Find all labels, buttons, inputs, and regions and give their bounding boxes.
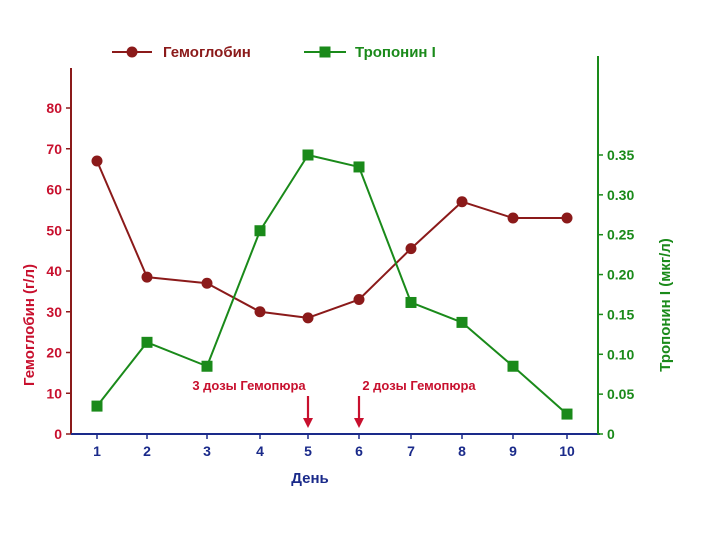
series-line-square: [96, 154, 568, 415]
left-tick-label: 10: [46, 385, 62, 401]
data-point-circle: [254, 306, 266, 318]
right-tick-label: 0.30: [607, 187, 634, 203]
data-point-circle: [561, 212, 573, 224]
annotation-label: 2 дозы Гемопюра: [362, 378, 476, 393]
x-tick-label: 7: [407, 443, 415, 459]
x-tick-label: 8: [458, 443, 466, 459]
data-point-square: [405, 296, 417, 308]
x-tick-label: 3: [203, 443, 211, 459]
data-point-circle: [201, 277, 213, 289]
right-tick-label: 0: [607, 426, 615, 442]
x-ticks: 1 2 3 4 5 6 7 8 9 10: [93, 434, 575, 459]
left-tick-label: 70: [46, 141, 62, 157]
right-tick-label: 0.10: [607, 346, 634, 362]
series-troponin: [91, 149, 573, 420]
data-point-square: [201, 360, 213, 372]
left-tick-label: 80: [46, 100, 62, 116]
x-tick-label: 6: [355, 443, 363, 459]
right-tick-label: 0.35: [607, 147, 634, 163]
right-tick-label: 0.20: [607, 267, 634, 283]
x-tick-label: 5: [304, 443, 312, 459]
legend: Гемоглобин Тропонин I: [112, 44, 436, 61]
data-point-square: [561, 408, 573, 420]
data-point-circle: [91, 155, 103, 167]
data-point-circle: [456, 196, 468, 208]
data-point-square: [302, 149, 314, 161]
annotation-arrow-head: [303, 418, 313, 428]
left-tick-label: 60: [46, 182, 62, 198]
x-tick-label: 4: [256, 443, 264, 459]
x-axis-title: День: [291, 470, 329, 487]
data-point-square: [353, 161, 365, 173]
data-point-circle: [353, 294, 365, 306]
x-tick-label: 10: [559, 443, 575, 459]
data-point-circle: [302, 312, 314, 324]
left-tick-label: 50: [46, 222, 62, 238]
y-axis-left-title: Гемоглобин (г/л): [21, 264, 38, 386]
left-tick-label: 40: [46, 263, 62, 279]
left-ticks: 0 10 20 30 40 50 60 70 80: [46, 100, 71, 442]
legend-marker-hemoglobin: [126, 46, 138, 58]
data-point-square: [141, 336, 153, 348]
x-tick-label: 1: [93, 443, 101, 459]
data-point-circle: [507, 212, 519, 224]
annotation-label: 3 дозы Гемопюра: [192, 378, 306, 393]
legend-label-hemoglobin: Гемоглобин: [163, 44, 251, 61]
x-tick-label: 2: [143, 443, 151, 459]
data-point-square: [456, 316, 468, 328]
left-tick-label: 20: [46, 345, 62, 361]
legend-label-troponin: Тропонин I: [355, 44, 436, 61]
data-point-square: [91, 400, 103, 412]
data-point-square: [254, 225, 266, 237]
left-tick-label: 0: [54, 426, 62, 442]
y-axis-right-title: Тропонин I (мкг/л): [657, 238, 674, 372]
right-tick-label: 0.15: [607, 306, 634, 322]
left-tick-label: 30: [46, 304, 62, 320]
right-tick-label: 0.25: [607, 227, 634, 243]
data-point-square: [507, 360, 519, 372]
annotations: 3 дозы Гемопюра 2 дозы Гемопюра: [192, 378, 476, 428]
legend-marker-troponin: [319, 46, 331, 58]
series-hemoglobin: [91, 155, 573, 324]
right-tick-label: 0.05: [607, 386, 634, 402]
annotation-arrow-head: [354, 418, 364, 428]
right-ticks: 0 0.05 0.10 0.15 0.20 0.25 0.30 0.35: [598, 147, 634, 442]
x-tick-label: 9: [509, 443, 517, 459]
series-line-circle: [96, 160, 567, 319]
data-point-circle: [405, 243, 417, 255]
data-point-circle: [141, 271, 153, 283]
